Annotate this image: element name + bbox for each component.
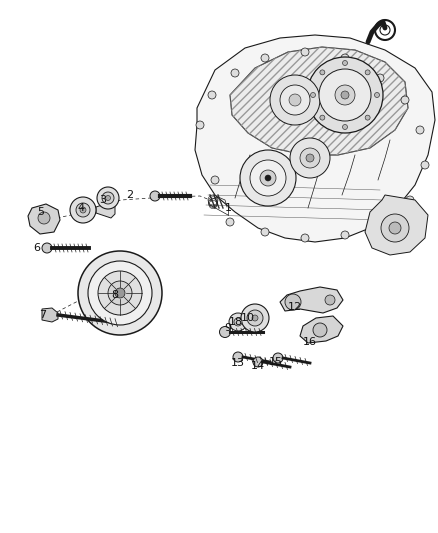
Text: 5: 5 xyxy=(38,207,45,217)
Circle shape xyxy=(319,69,371,121)
Polygon shape xyxy=(280,287,343,313)
Circle shape xyxy=(343,61,347,66)
Circle shape xyxy=(261,54,269,62)
Circle shape xyxy=(341,91,349,99)
Circle shape xyxy=(270,75,320,125)
Circle shape xyxy=(229,313,247,331)
Circle shape xyxy=(307,57,383,133)
Text: 6: 6 xyxy=(33,243,40,253)
Circle shape xyxy=(320,115,325,120)
Circle shape xyxy=(208,91,216,99)
Circle shape xyxy=(381,214,409,242)
Circle shape xyxy=(389,222,401,234)
Circle shape xyxy=(250,160,286,196)
Polygon shape xyxy=(365,195,428,255)
Circle shape xyxy=(325,295,335,305)
Circle shape xyxy=(365,115,370,120)
Text: 8: 8 xyxy=(111,290,119,300)
Circle shape xyxy=(78,251,162,335)
Text: 9: 9 xyxy=(224,323,232,333)
Circle shape xyxy=(98,271,142,315)
Circle shape xyxy=(233,352,243,362)
Circle shape xyxy=(260,170,276,186)
Circle shape xyxy=(311,93,315,98)
Circle shape xyxy=(341,54,349,62)
Text: 13: 13 xyxy=(231,358,245,368)
Circle shape xyxy=(285,294,301,310)
Circle shape xyxy=(70,197,96,223)
Circle shape xyxy=(231,69,239,77)
Polygon shape xyxy=(300,316,343,343)
Circle shape xyxy=(80,207,86,213)
Circle shape xyxy=(320,70,325,75)
Circle shape xyxy=(416,126,424,134)
Polygon shape xyxy=(96,202,115,218)
Text: 7: 7 xyxy=(39,310,46,320)
Circle shape xyxy=(406,196,414,204)
Text: 18: 18 xyxy=(229,317,243,327)
Polygon shape xyxy=(28,204,60,234)
Circle shape xyxy=(401,96,409,104)
Circle shape xyxy=(376,74,384,82)
Circle shape xyxy=(108,281,132,305)
Circle shape xyxy=(241,304,269,332)
Circle shape xyxy=(97,187,119,209)
Text: 12: 12 xyxy=(288,302,302,312)
Circle shape xyxy=(42,243,52,253)
Circle shape xyxy=(253,357,263,367)
Circle shape xyxy=(313,323,327,337)
Circle shape xyxy=(306,154,314,162)
Circle shape xyxy=(301,48,309,56)
Circle shape xyxy=(226,218,234,226)
Circle shape xyxy=(365,70,370,75)
Circle shape xyxy=(102,192,114,204)
Text: 4: 4 xyxy=(78,203,85,213)
Circle shape xyxy=(234,318,242,326)
Circle shape xyxy=(88,261,152,325)
Circle shape xyxy=(341,231,349,239)
Text: 1: 1 xyxy=(225,203,232,213)
Circle shape xyxy=(211,176,219,184)
Circle shape xyxy=(289,94,301,106)
Circle shape xyxy=(343,125,347,130)
Circle shape xyxy=(38,212,50,224)
Circle shape xyxy=(376,216,384,224)
Circle shape xyxy=(196,121,204,129)
Circle shape xyxy=(261,228,269,236)
Circle shape xyxy=(300,148,320,168)
Circle shape xyxy=(301,234,309,242)
Circle shape xyxy=(273,353,283,363)
Circle shape xyxy=(219,327,230,337)
Text: 3: 3 xyxy=(99,195,106,205)
Text: 16: 16 xyxy=(303,337,317,347)
Circle shape xyxy=(115,288,125,298)
Circle shape xyxy=(247,310,263,326)
Circle shape xyxy=(150,191,160,201)
Circle shape xyxy=(265,175,271,181)
Circle shape xyxy=(280,85,310,115)
Circle shape xyxy=(106,196,110,200)
Text: 15: 15 xyxy=(269,357,283,367)
Text: 2: 2 xyxy=(127,190,134,200)
Text: 10: 10 xyxy=(241,313,255,323)
Polygon shape xyxy=(195,35,435,242)
Circle shape xyxy=(252,315,258,321)
Polygon shape xyxy=(230,47,408,155)
Circle shape xyxy=(421,161,429,169)
Text: 14: 14 xyxy=(251,361,265,371)
Circle shape xyxy=(240,150,296,206)
Circle shape xyxy=(76,203,90,217)
Circle shape xyxy=(374,93,379,98)
Polygon shape xyxy=(42,308,58,322)
Circle shape xyxy=(335,85,355,105)
Circle shape xyxy=(290,138,330,178)
